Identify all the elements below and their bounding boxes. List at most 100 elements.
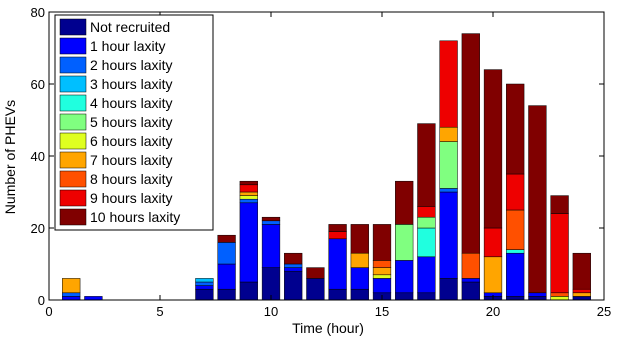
- x-tick-label: 0: [45, 304, 52, 319]
- bar-segment: [572, 252, 591, 290]
- bar-segment: [62, 292, 81, 297]
- bar-segment: [572, 292, 591, 297]
- bar-segment: [395, 260, 414, 294]
- axes-layer: 0 5 10 15 20 25 0 20 40 60 80: [31, 5, 612, 319]
- bar-segment: [284, 252, 303, 265]
- x-axis-label: Time (hour): [292, 320, 364, 336]
- legend-label: 6 hours laxity: [90, 133, 172, 149]
- legend-label: 8 hours laxity: [90, 171, 172, 187]
- legend-label: 2 hours laxity: [90, 57, 172, 73]
- bar-segment: [239, 198, 258, 204]
- legend-label: Not recruited: [90, 19, 170, 35]
- bar-segment: [239, 281, 258, 301]
- bar-segment: [239, 191, 258, 196]
- x-tick-label: 15: [375, 304, 389, 319]
- bar-segment: [439, 126, 458, 142]
- bar-segment: [261, 216, 281, 222]
- legend-swatch: [59, 151, 87, 169]
- bar-segment: [284, 270, 303, 301]
- bar-segment: [417, 292, 436, 301]
- bar-segment: [372, 267, 392, 276]
- x-tick-label: 10: [264, 304, 278, 319]
- bar-segment: [284, 267, 303, 272]
- bar-segment: [195, 288, 214, 301]
- bar-segment: [306, 267, 325, 279]
- bar-segment: [306, 278, 325, 301]
- bars-layer: [62, 33, 591, 301]
- bar-segment: [195, 285, 214, 290]
- bar-segment: [506, 249, 525, 254]
- bar-segment: [572, 288, 591, 294]
- legend-label: 1 hour laxity: [90, 38, 165, 54]
- legend: Not recruited 1 hour laxity 2 hours laxity…: [54, 14, 214, 231]
- bar-segment: [217, 263, 236, 290]
- bar-segment: [62, 278, 81, 294]
- legend-swatch: [59, 189, 87, 207]
- bar-segment: [350, 288, 369, 301]
- bar-segment: [506, 173, 525, 211]
- bar-segment: [439, 40, 458, 128]
- bar-segment: [461, 252, 480, 279]
- bar-segment: [439, 278, 458, 301]
- legend-swatch: [59, 113, 87, 131]
- bar-segment: [239, 195, 258, 200]
- y-tick-label: 20: [31, 221, 45, 236]
- bar-segment: [372, 274, 392, 279]
- bar-segment: [417, 256, 436, 294]
- bar-segment: [439, 191, 458, 279]
- bar-segment: [506, 83, 525, 175]
- bar-segment: [239, 202, 258, 283]
- bar-segment: [417, 206, 436, 218]
- bar-segment: [395, 292, 414, 301]
- legend-label: 9 hours laxity: [90, 190, 172, 206]
- bar-segment: [261, 220, 281, 225]
- legend-swatch: [59, 75, 87, 93]
- legend-swatch: [59, 170, 87, 188]
- bar-segment: [550, 292, 569, 297]
- bar-segment: [506, 209, 525, 250]
- bar-segment: [239, 180, 258, 186]
- legend-swatch: [59, 18, 87, 36]
- y-tick-label: 0: [38, 293, 45, 308]
- bar-segment: [217, 242, 236, 265]
- bar-segment: [528, 296, 547, 301]
- bar-segment: [461, 281, 480, 301]
- legend-swatch: [59, 37, 87, 55]
- bar-segment: [417, 123, 436, 207]
- y-axis-label: Number of PHEVs: [2, 100, 18, 214]
- bar-segment: [506, 252, 525, 297]
- bar-segment: [372, 278, 392, 294]
- bar-segment: [217, 288, 236, 301]
- bar-segment: [417, 216, 436, 229]
- x-tick-label: 5: [156, 304, 163, 319]
- legend-swatch: [59, 208, 87, 226]
- legend-label: 5 hours laxity: [90, 114, 172, 130]
- bar-segment: [395, 224, 414, 261]
- bar-segment: [417, 227, 436, 258]
- x-tick-label: 25: [597, 304, 611, 319]
- legend-swatch: [59, 56, 87, 74]
- bar-segment: [328, 288, 347, 301]
- bar-segment: [572, 296, 591, 301]
- bar-segment: [195, 281, 214, 286]
- legend-label: 4 hours laxity: [90, 95, 172, 111]
- y-tick-label: 80: [31, 5, 45, 20]
- bar-segment: [550, 296, 569, 301]
- bar-segment: [62, 296, 81, 301]
- bar-segment: [239, 184, 258, 193]
- bar-segment: [328, 224, 347, 232]
- bar-segment: [84, 296, 103, 301]
- bar-segment: [528, 292, 547, 297]
- legend-label: 10 hours laxity: [90, 209, 180, 225]
- y-tick-label: 40: [31, 149, 45, 164]
- bar-segment: [439, 141, 458, 189]
- legend-swatch: [59, 132, 87, 150]
- bar-segment: [217, 234, 236, 243]
- bar-segment: [506, 296, 525, 301]
- bar-segment: [483, 69, 503, 229]
- bar-segment: [461, 278, 480, 283]
- bar-segment: [550, 213, 569, 294]
- y-tick-label: 60: [31, 77, 45, 92]
- bar-segment: [372, 260, 392, 268]
